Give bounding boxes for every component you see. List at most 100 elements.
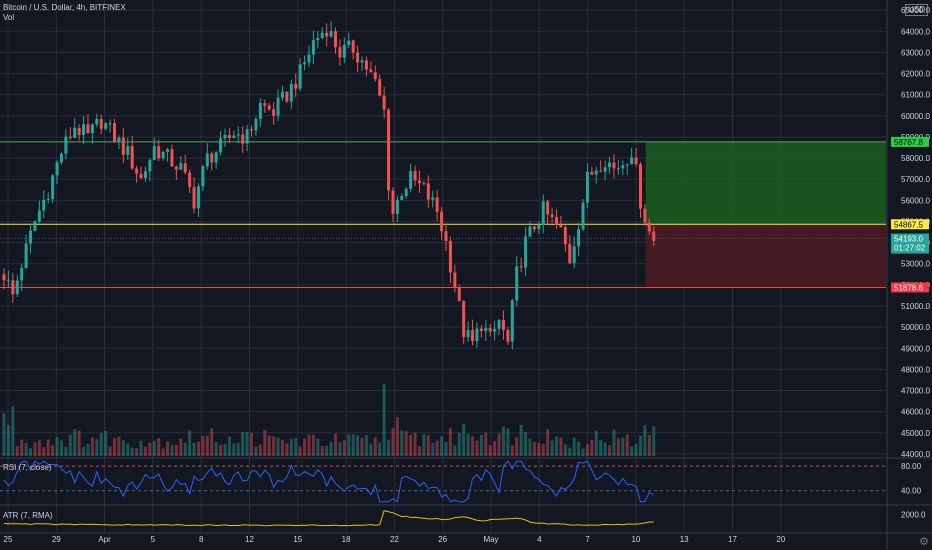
candle-body[interactable]	[630, 157, 634, 165]
candle-body[interactable]	[497, 320, 501, 329]
candle-body[interactable]	[431, 197, 435, 200]
candle-body[interactable]	[546, 201, 550, 215]
candle-body[interactable]	[532, 226, 536, 230]
candle-body[interactable]	[86, 124, 90, 133]
candle-body[interactable]	[369, 69, 373, 73]
candle-body[interactable]	[417, 180, 421, 184]
candle-body[interactable]	[453, 272, 457, 288]
candle-body[interactable]	[378, 79, 382, 96]
candle-body[interactable]	[64, 136, 68, 154]
candle-body[interactable]	[113, 123, 116, 143]
candle-body[interactable]	[501, 320, 505, 330]
candle-body[interactable]	[307, 54, 311, 63]
candle-body[interactable]	[647, 222, 651, 232]
candle-body[interactable]	[475, 328, 479, 342]
candle-body[interactable]	[440, 211, 444, 232]
candle-body[interactable]	[608, 162, 612, 168]
candle-body[interactable]	[625, 164, 629, 166]
candle-body[interactable]	[6, 280, 10, 282]
currency-label[interactable]: USD	[905, 4, 928, 16]
candle-body[interactable]	[413, 170, 417, 181]
candle-body[interactable]	[484, 328, 488, 332]
candle-body[interactable]	[152, 146, 156, 160]
rsi-legend[interactable]: RSI (7, close)	[3, 463, 52, 472]
candle-body[interactable]	[272, 109, 276, 116]
candle-body[interactable]	[245, 129, 249, 144]
rsi-line[interactable]	[3, 460, 654, 503]
candle-body[interactable]	[422, 183, 426, 185]
candle-body[interactable]	[360, 60, 364, 63]
candle-body[interactable]	[95, 119, 99, 125]
candle-body[interactable]	[263, 103, 267, 106]
atr-line[interactable]	[3, 510, 654, 527]
candle-body[interactable]	[130, 146, 134, 169]
candle-body[interactable]	[524, 236, 528, 268]
candle-body[interactable]	[285, 91, 289, 102]
candle-body[interactable]	[426, 183, 430, 200]
candle-body[interactable]	[409, 170, 413, 189]
candle-body[interactable]	[568, 244, 572, 264]
candle-body[interactable]	[196, 186, 200, 209]
candle-body[interactable]	[210, 153, 214, 163]
candle-body[interactable]	[267, 105, 271, 110]
candle-body[interactable]	[37, 210, 41, 222]
candle-body[interactable]	[342, 44, 346, 58]
candle-body[interactable]	[143, 171, 147, 179]
candle-body[interactable]	[135, 168, 139, 174]
candle-body[interactable]	[90, 124, 94, 133]
target-tag[interactable]	[891, 136, 929, 147]
candle-body[interactable]	[316, 37, 320, 41]
candle-body[interactable]	[298, 64, 302, 89]
candle-body[interactable]	[68, 136, 72, 138]
candle-body[interactable]	[311, 40, 315, 55]
candle-body[interactable]	[643, 208, 647, 223]
candle-body[interactable]	[528, 226, 532, 237]
symbol-title[interactable]: Bitcoin / U.S. Dollar, 4h, BITFINEX	[3, 3, 126, 12]
candle-body[interactable]	[29, 230, 33, 244]
candle-body[interactable]	[320, 32, 324, 38]
candle-body[interactable]	[479, 328, 483, 332]
candle-body[interactable]	[170, 149, 174, 167]
candle-body[interactable]	[612, 162, 616, 169]
candle-body[interactable]	[183, 163, 187, 173]
candle-body[interactable]	[294, 83, 298, 89]
candle-body[interactable]	[577, 229, 581, 247]
candle-body[interactable]	[634, 157, 638, 165]
candle-body[interactable]	[572, 246, 576, 264]
candle-body[interactable]	[201, 166, 205, 187]
candle-body[interactable]	[541, 201, 545, 226]
candle-body[interactable]	[55, 162, 59, 176]
candle-body[interactable]	[108, 123, 112, 125]
candle-body[interactable]	[585, 171, 589, 203]
candle-body[interactable]	[232, 135, 236, 139]
last-price-tag[interactable]	[891, 233, 929, 254]
candle-body[interactable]	[400, 196, 404, 200]
candle-body[interactable]	[488, 328, 492, 332]
candle-body[interactable]	[382, 95, 386, 110]
candle-body[interactable]	[280, 91, 284, 98]
candle-body[interactable]	[59, 153, 63, 163]
candle-body[interactable]	[121, 137, 125, 155]
candle-body[interactable]	[448, 240, 452, 273]
candle-body[interactable]	[616, 168, 620, 170]
candle-body[interactable]	[99, 119, 103, 129]
candle-body[interactable]	[391, 190, 395, 214]
candle-body[interactable]	[581, 202, 585, 230]
candle-body[interactable]	[254, 118, 258, 131]
candle-body[interactable]	[347, 40, 351, 45]
candle-body[interactable]	[356, 52, 360, 63]
candle-body[interactable]	[329, 31, 333, 37]
candle-body[interactable]	[42, 199, 46, 211]
profit-zone[interactable]	[645, 141, 886, 225]
candle-body[interactable]	[15, 280, 19, 295]
candle-body[interactable]	[205, 153, 209, 167]
gear-icon[interactable]: ⚙	[919, 536, 929, 548]
candle-body[interactable]	[289, 83, 293, 102]
candle-body[interactable]	[20, 268, 24, 281]
candle-body[interactable]	[493, 328, 497, 332]
candle-body[interactable]	[223, 134, 227, 139]
candle-body[interactable]	[515, 266, 519, 301]
candle-body[interactable]	[192, 187, 196, 209]
candle-body[interactable]	[590, 171, 594, 175]
candle-body[interactable]	[11, 280, 15, 295]
